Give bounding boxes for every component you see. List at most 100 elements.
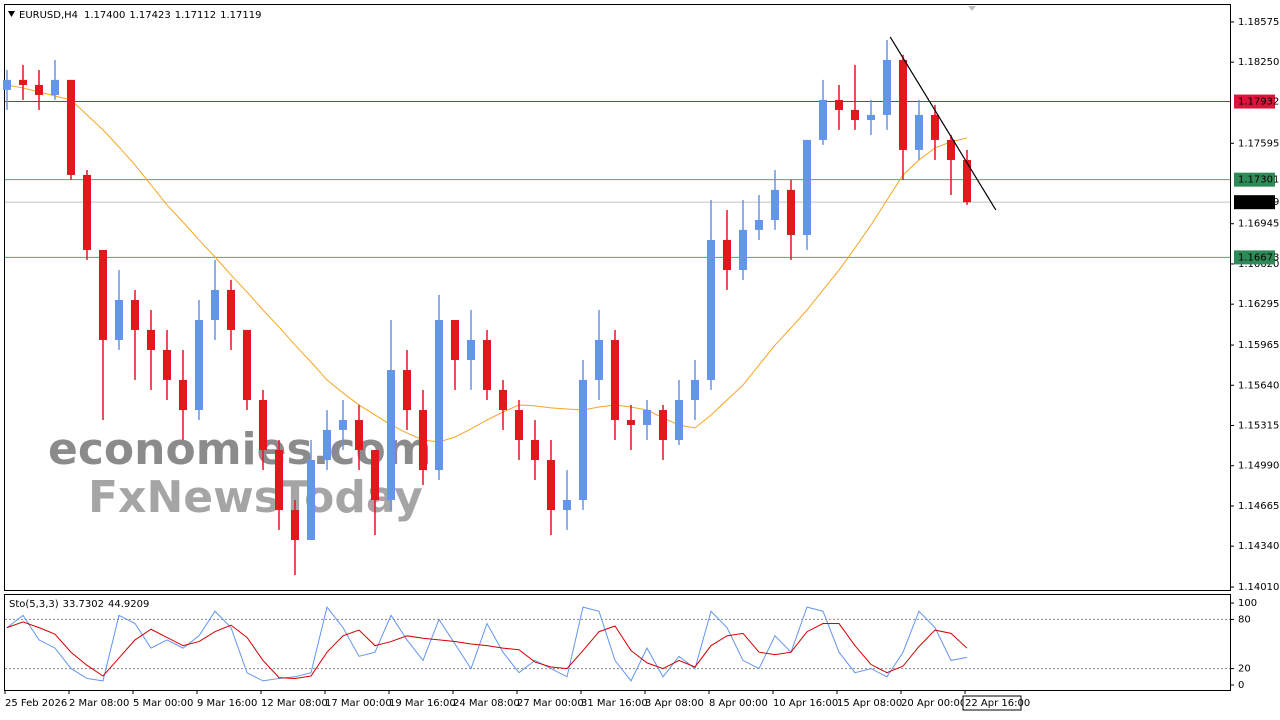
ohlc-open: 1.17400: [84, 10, 125, 21]
candle-body: [195, 320, 203, 411]
x-tick-label: 10 Apr 16:00: [773, 698, 838, 709]
candle-body: [419, 410, 427, 471]
ohlc-close: 1.17119: [220, 10, 261, 21]
indicator-name: Sto(5,3,3): [9, 599, 59, 610]
moving-average: [6, 84, 968, 443]
candle-body: [115, 299, 123, 340]
candle-body: [339, 420, 347, 430]
y-tick-label: 1.16295: [1238, 299, 1279, 310]
candle-body: [131, 299, 139, 330]
candle-body: [323, 429, 331, 461]
y-tick-label: 1.15965: [1238, 340, 1279, 351]
candle-body: [371, 450, 379, 501]
y-tick-label: 1.16620: [1238, 259, 1279, 270]
candle-body: [803, 139, 811, 235]
candle-body: [51, 79, 59, 95]
x-tick-label: 31 Mar 16:00: [581, 698, 648, 709]
x-tick-label: 19 Mar 16:00: [389, 698, 456, 709]
candle-body: [595, 339, 603, 380]
candle-body: [99, 249, 107, 340]
candle-body: [707, 239, 715, 380]
price-level-box: [1234, 250, 1275, 265]
candle-body: [691, 379, 699, 400]
y-tick-label: 80: [1238, 614, 1251, 625]
candle-body: [307, 460, 315, 540]
candle-body: [563, 500, 571, 511]
candle-body: [723, 239, 731, 271]
x-tick-label: 22 Apr 16:00: [965, 698, 1030, 709]
watermark: economies.com: [48, 424, 432, 475]
price-level-box: [1234, 172, 1275, 187]
y-tick-label: 0: [1238, 680, 1244, 691]
y-tick-label: 1.14010: [1238, 582, 1279, 593]
x-tick-label: 2 Mar 08:00: [69, 698, 129, 709]
symbol: EURUSD,H4: [19, 10, 78, 21]
candle-body: [275, 450, 283, 511]
candle-body: [547, 460, 555, 511]
candle-body: [179, 379, 187, 411]
y-tick-label: 1.14665: [1238, 501, 1279, 512]
candle-body: [291, 510, 299, 540]
candle-body: [83, 174, 91, 250]
x-tick-label: 20 Apr 00:00: [901, 698, 966, 709]
candle-body: [611, 339, 619, 421]
candle-body: [147, 329, 155, 350]
x-tick-label: 25 Feb 2026: [5, 698, 67, 709]
x-tick-label: 9 Mar 16:00: [197, 698, 257, 709]
candle-body: [851, 109, 859, 120]
candle-body: [163, 349, 171, 380]
x-tick-label: 24 Mar 08:00: [453, 698, 520, 709]
symbol-menu-arrow: [8, 11, 15, 17]
candle-body: [579, 379, 587, 501]
price-level-label: 1.17119: [1238, 197, 1279, 208]
y-tick-label: 1.14990: [1238, 461, 1279, 472]
stochastic-pane-frame: [4, 594, 1231, 691]
candle-body: [643, 410, 651, 425]
candle-body: [531, 439, 539, 461]
candle-body: [771, 189, 779, 221]
candle-body: [67, 79, 75, 175]
candle-body: [467, 339, 475, 361]
price-level-box: [1234, 94, 1275, 109]
shift-marker: [968, 6, 976, 11]
x-tick-label: 12 Mar 08:00: [261, 698, 328, 709]
x-tick-label: 5 Mar 00:00: [133, 698, 193, 709]
y-tick-label: 1.18575: [1238, 17, 1279, 28]
x-tick-label: 15 Apr 08:00: [837, 698, 902, 709]
price-level-label: 1.17301: [1238, 175, 1279, 186]
candle-body: [387, 370, 395, 501]
candle-body: [515, 410, 523, 440]
candle-body: [211, 289, 219, 321]
x-tick-label: 8 Apr 00:00: [709, 698, 768, 709]
candle-body: [819, 99, 827, 140]
candle-body: [899, 59, 907, 150]
candle-body: [867, 114, 875, 120]
candle-body: [435, 320, 443, 471]
candle-body: [755, 220, 763, 230]
y-tick-label: 1.15640: [1238, 380, 1279, 391]
candle-body: [675, 399, 683, 440]
y-tick-label: 1.18250: [1238, 57, 1279, 68]
y-tick-label: 1.14340: [1238, 541, 1279, 552]
price-level-label: 1.16673: [1238, 252, 1279, 263]
candle-body: [259, 399, 267, 451]
candle-body: [19, 79, 27, 85]
candle-body: [659, 410, 667, 440]
candle-body: [355, 420, 363, 451]
y-tick-label: 20: [1238, 664, 1251, 675]
candle-body: [451, 320, 459, 361]
y-tick-label: 1.15315: [1238, 420, 1279, 431]
y-tick-label: 1.16945: [1238, 219, 1279, 230]
indicator-header: Sto(5,3,3) 33.7302 44.9209: [9, 599, 149, 610]
chart-header: EURUSD,H4 1.17400 1.17423 1.17112 1.17119: [19, 10, 261, 21]
x-tick-label: 17 Mar 00:00: [325, 698, 392, 709]
watermark: FxNewsToday: [88, 472, 423, 523]
price-level-box: [1234, 195, 1275, 210]
y-tick-label: 100: [1238, 598, 1257, 609]
candle-body: [403, 370, 411, 411]
x-label-highlight: [962, 695, 1022, 711]
candle-body: [931, 114, 939, 140]
